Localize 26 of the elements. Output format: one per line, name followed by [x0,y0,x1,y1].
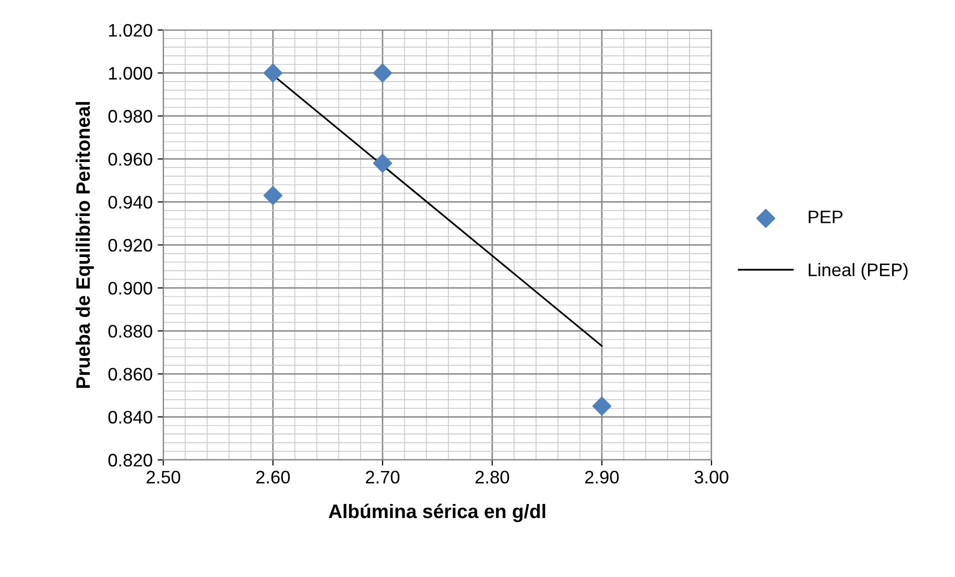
y-tick-label: 0.900 [108,282,152,295]
point [592,396,612,416]
legend-label: PEP [808,210,842,224]
x-tick-label: 2.60 [256,470,290,484]
x-tick-label: 2.50 [146,470,180,484]
y-axis-title: Prueba de Equilibrio Peritoneal [76,102,94,388]
y-tick-label: 0.940 [108,196,152,209]
point [263,186,282,205]
y-tick-label: 1.020 [109,24,152,37]
y-tick-label: 0.840 [108,410,152,424]
y-tick-label: 0.960 [108,152,152,166]
y-tick-label: 0.860 [108,368,152,381]
x-tick-label: 2.70 [366,470,400,484]
y-tick-label: 0.980 [108,110,152,123]
legend-label: Lineal (PEP) [808,262,908,280]
x-tick-label: 2.80 [476,470,510,484]
x-tick-label: 3.00 [694,470,728,484]
y-tick-label: 0.820 [108,454,152,467]
y-tick-label: 1.000 [109,66,152,80]
y-tick-label: 0.920 [108,238,152,252]
y-tick-label: 0.880 [108,324,152,338]
point [373,154,392,173]
point [263,64,282,82]
x-tick-label: 2.90 [585,470,619,484]
point [373,64,392,82]
x-axis-title: Albúmina sérica en g/dl [328,504,546,522]
